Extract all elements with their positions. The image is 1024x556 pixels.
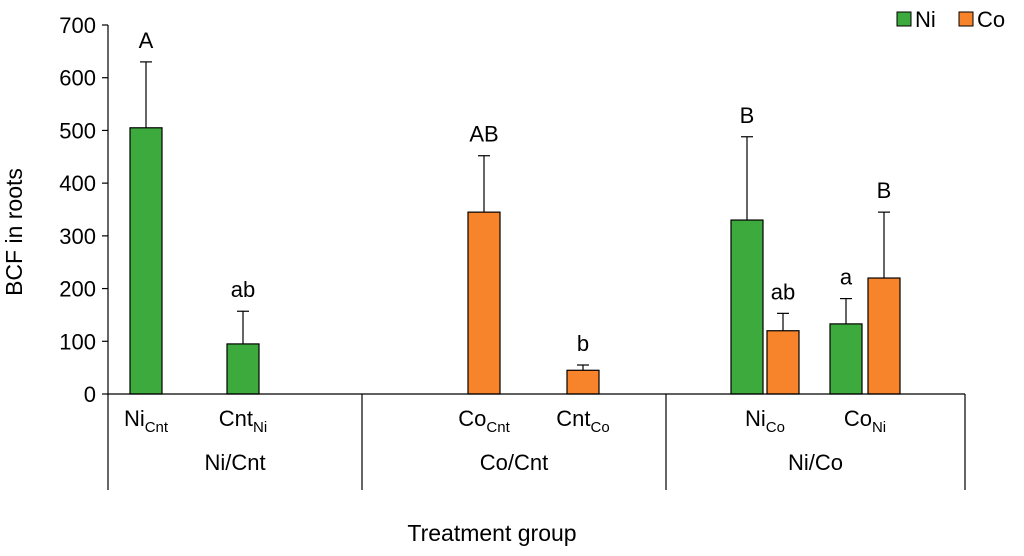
significance-label: b	[577, 331, 589, 356]
category-label-subscript: Co	[591, 419, 610, 436]
significance-label: B	[877, 178, 892, 203]
y-tick-label: 200	[59, 277, 96, 302]
category-label: CntNi	[219, 406, 267, 436]
category-label-base: Cnt	[219, 406, 253, 431]
category-label-base: Ni	[745, 406, 766, 431]
bar	[566, 369, 600, 395]
category-label-subscript: Ni	[872, 419, 886, 436]
bar	[766, 330, 800, 395]
group-label: Ni/Cnt	[204, 450, 265, 475]
y-axis: 0 100 200 300 400 500 600 700	[59, 13, 109, 407]
y-tick-label: 700	[59, 13, 96, 38]
legend-label: Co	[977, 7, 1005, 32]
y-tick-label: 100	[59, 329, 96, 354]
group-label: Co/Cnt	[480, 450, 548, 475]
significance-label: ab	[231, 277, 255, 302]
y-axis-title: BCF in roots	[1, 168, 27, 296]
y-tick-label: 0	[84, 382, 96, 407]
bar	[129, 127, 163, 395]
category-label: NiCnt	[124, 406, 169, 436]
category-label-base: Ni	[124, 406, 145, 431]
significance-label: A	[139, 28, 154, 53]
category-label: NiCo	[745, 406, 785, 436]
bar	[867, 277, 901, 395]
category-label-subscript: Co	[766, 419, 785, 436]
category-label: CntCo	[556, 406, 609, 436]
bar	[730, 219, 764, 395]
significance-label: a	[840, 265, 853, 290]
significance-label: B	[740, 103, 755, 128]
bar	[829, 323, 863, 395]
category-label-base: Co	[844, 406, 872, 431]
category-label-subscript: Cnt	[486, 419, 510, 436]
legend-swatch	[896, 11, 912, 27]
category-label-base: Cnt	[556, 406, 590, 431]
category-label: CoCnt	[458, 406, 510, 436]
category-label-subscript: Cnt	[145, 419, 169, 436]
x-axis-title: Treatment group	[407, 520, 576, 546]
bars-layer: Aab AB b Bab a B	[129, 28, 901, 395]
category-label-subscript: Ni	[253, 419, 267, 436]
legend-swatch	[958, 11, 974, 27]
y-tick-label: 400	[59, 171, 96, 196]
significance-label: AB	[469, 122, 498, 147]
bar	[226, 343, 260, 395]
y-tick-label: 300	[59, 224, 96, 249]
legend: Ni Co	[896, 7, 1005, 32]
group-label: Ni/Co	[788, 450, 843, 475]
bar	[467, 211, 501, 395]
significance-label: ab	[771, 279, 795, 304]
y-tick-label: 500	[59, 118, 96, 143]
legend-label: Ni	[915, 7, 936, 32]
y-tick-label: 600	[59, 66, 96, 91]
category-label-base: Co	[458, 406, 486, 431]
category-label: CoNi	[844, 406, 886, 436]
